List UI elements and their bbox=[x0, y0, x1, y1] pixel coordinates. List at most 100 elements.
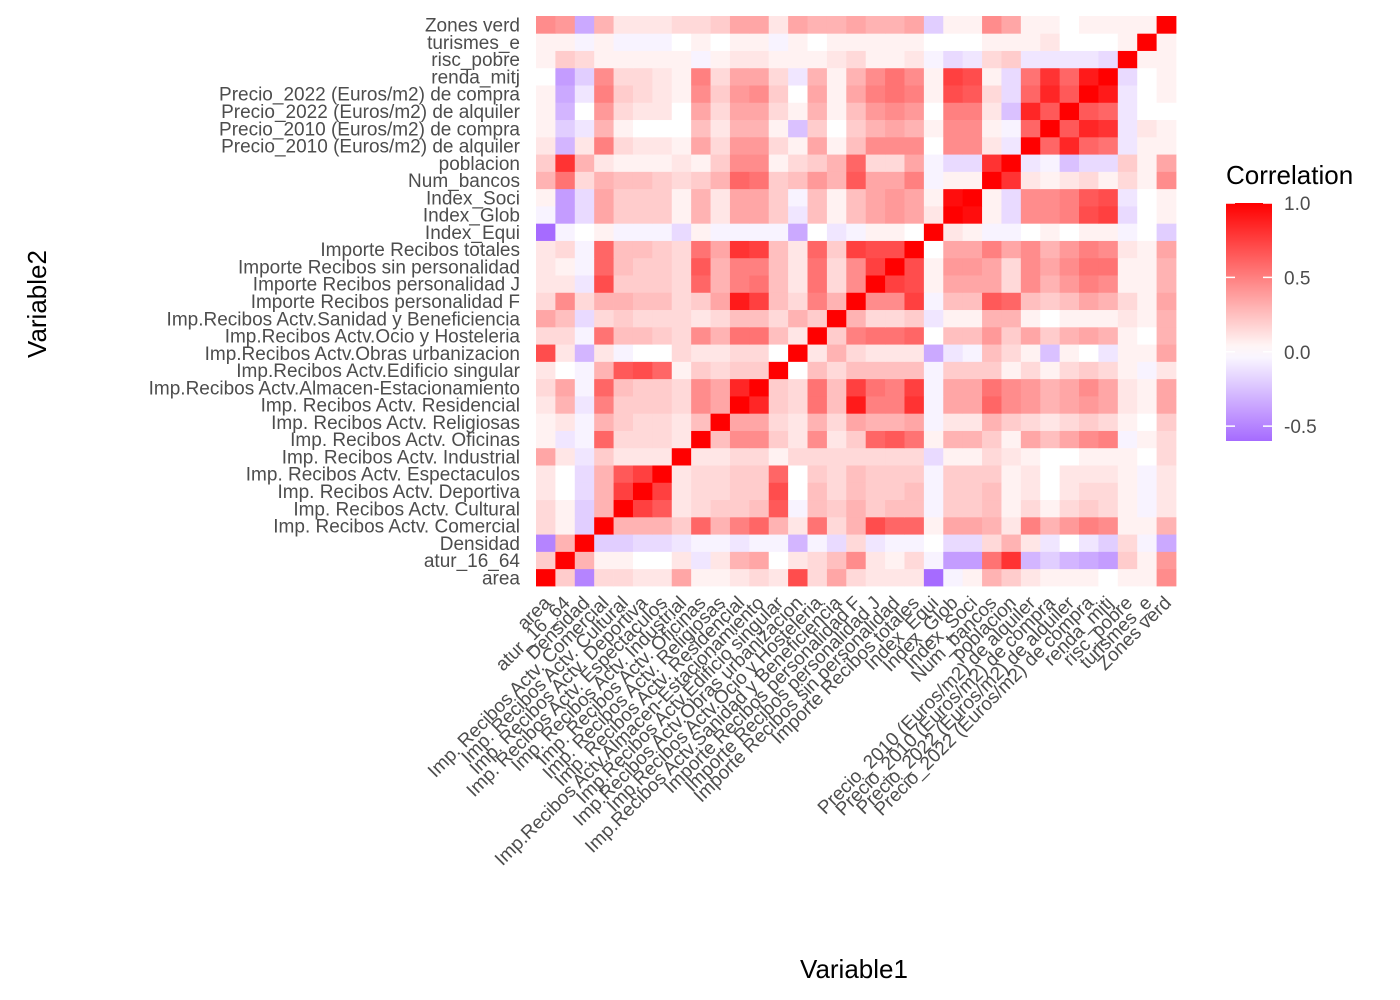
heatmap-cell bbox=[574, 344, 595, 362]
heatmap-cell bbox=[1117, 516, 1138, 535]
heatmap-cell bbox=[749, 206, 770, 224]
heatmap-cell bbox=[749, 257, 770, 276]
heatmap-cell bbox=[846, 257, 867, 276]
heatmap-cell bbox=[768, 551, 789, 570]
heatmap-cell bbox=[943, 50, 964, 69]
heatmap-cell bbox=[943, 465, 964, 483]
heatmap-cell bbox=[1098, 136, 1119, 155]
heatmap-cell bbox=[536, 516, 556, 535]
heatmap-cell bbox=[1079, 33, 1099, 51]
heatmap-cell bbox=[671, 275, 692, 293]
heatmap-cell bbox=[768, 85, 789, 103]
heatmap-cell bbox=[807, 534, 828, 552]
heatmap-cell bbox=[1040, 136, 1061, 155]
heatmap-cell bbox=[943, 16, 964, 34]
heatmap-cell bbox=[1098, 206, 1119, 224]
heatmap-cell bbox=[1079, 119, 1099, 138]
heatmap-cell bbox=[865, 136, 886, 155]
heatmap-cell bbox=[613, 482, 634, 501]
heatmap-cell bbox=[691, 257, 711, 276]
heatmap-cell bbox=[826, 240, 847, 259]
heatmap-cell bbox=[729, 292, 750, 311]
heatmap-cell bbox=[652, 136, 673, 155]
heatmap-cell bbox=[904, 326, 925, 345]
heatmap-cell bbox=[788, 206, 808, 224]
heatmap-cell bbox=[865, 361, 886, 380]
y-tick-label: Importe Recibos totales bbox=[320, 240, 520, 261]
heatmap-cell bbox=[594, 499, 614, 518]
heatmap-cell bbox=[846, 482, 867, 501]
heatmap-cell bbox=[1156, 465, 1177, 483]
heatmap-cell bbox=[652, 171, 673, 190]
y-tick-label: Precio_2010 (Euros/m2) de alquiler bbox=[221, 137, 521, 158]
heatmap-cell bbox=[1059, 206, 1080, 224]
heatmap-cell bbox=[962, 344, 983, 362]
heatmap-cell bbox=[652, 534, 673, 552]
heatmap-cell bbox=[846, 154, 867, 172]
heatmap-cell bbox=[749, 499, 770, 518]
heatmap-cell bbox=[788, 16, 808, 34]
heatmap-cell bbox=[632, 551, 653, 570]
heatmap-cell bbox=[982, 102, 1002, 121]
heatmap-cell bbox=[807, 119, 828, 138]
heatmap-cell bbox=[1059, 33, 1080, 51]
heatmap-cell bbox=[904, 85, 925, 103]
heatmap-cell bbox=[904, 136, 925, 155]
heatmap-cell bbox=[1137, 430, 1157, 449]
heatmap-cell bbox=[865, 154, 886, 172]
heatmap-cell bbox=[729, 136, 750, 155]
heatmap-cell bbox=[632, 413, 653, 431]
heatmap-cell bbox=[768, 378, 789, 397]
heatmap-cell bbox=[594, 326, 614, 345]
heatmap-cell bbox=[962, 551, 983, 570]
heatmap-cell bbox=[1040, 568, 1061, 587]
heatmap-cell bbox=[729, 309, 750, 328]
heatmap-cell bbox=[652, 119, 673, 138]
heatmap-cell bbox=[788, 85, 808, 103]
heatmap-cell bbox=[574, 206, 595, 224]
heatmap-cell bbox=[710, 119, 731, 138]
heatmap-cell bbox=[710, 102, 731, 121]
heatmap-cell bbox=[1040, 326, 1061, 345]
heatmap-cell bbox=[1020, 102, 1041, 121]
heatmap-cell bbox=[574, 430, 595, 449]
heatmap-cell bbox=[1117, 257, 1138, 276]
heatmap-cell bbox=[923, 223, 944, 241]
heatmap-cell bbox=[749, 309, 770, 328]
heatmap-cell bbox=[788, 275, 808, 293]
heatmap-cell bbox=[788, 482, 808, 501]
heatmap-cell bbox=[788, 171, 808, 190]
heatmap-cell bbox=[652, 240, 673, 259]
heatmap-cell bbox=[982, 171, 1002, 190]
heatmap-cell bbox=[865, 309, 886, 328]
heatmap-cell bbox=[1001, 551, 1022, 570]
heatmap-cell bbox=[826, 85, 847, 103]
y-tick-label: Index_Glob bbox=[423, 206, 520, 227]
heatmap-cell bbox=[885, 85, 905, 103]
y-tick-label: Imp. Recibos Actv. Oficinas bbox=[290, 430, 520, 451]
heatmap-cell bbox=[923, 119, 944, 138]
heatmap-cell bbox=[865, 430, 886, 449]
heatmap-cell bbox=[1040, 257, 1061, 276]
heatmap-cell bbox=[1117, 396, 1138, 414]
heatmap-cell bbox=[1137, 85, 1157, 103]
heatmap-cell bbox=[613, 50, 634, 69]
heatmap-cell bbox=[962, 206, 983, 224]
heatmap-cell bbox=[1040, 378, 1061, 397]
heatmap-cell bbox=[1098, 223, 1119, 241]
heatmap-cell bbox=[768, 326, 789, 345]
heatmap-cell bbox=[904, 206, 925, 224]
heatmap-cell bbox=[555, 223, 576, 241]
heatmap-cell bbox=[865, 102, 886, 121]
heatmap-cell bbox=[536, 102, 556, 121]
heatmap-cell bbox=[962, 240, 983, 259]
heatmap-cell bbox=[1040, 275, 1061, 293]
heatmap-cell bbox=[962, 309, 983, 328]
heatmap-cell bbox=[885, 154, 905, 172]
heatmap-cell bbox=[632, 465, 653, 483]
heatmap-cell bbox=[710, 396, 731, 414]
heatmap-cell bbox=[652, 413, 673, 431]
heatmap-cell bbox=[885, 413, 905, 431]
heatmap-cell bbox=[923, 240, 944, 259]
heatmap-cell bbox=[1098, 309, 1119, 328]
